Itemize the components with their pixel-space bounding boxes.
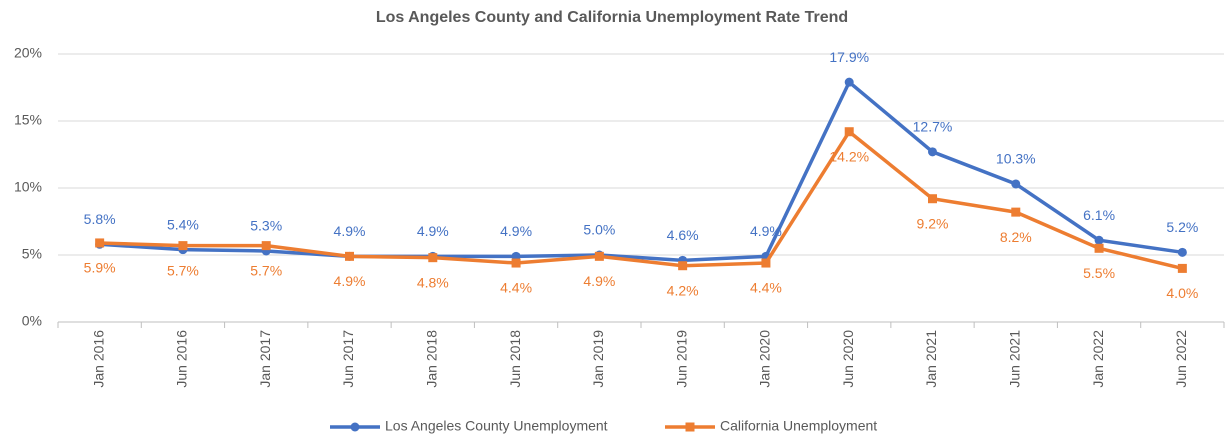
- data-label: 5.8%: [84, 211, 116, 227]
- data-label: 4.9%: [750, 223, 782, 239]
- x-tick-label: Jun 2016: [174, 330, 190, 388]
- data-label: 5.3%: [250, 218, 282, 234]
- x-tick-label: Jun 2017: [340, 330, 356, 388]
- y-tick-label: 10%: [14, 179, 42, 195]
- data-label: 4.9%: [500, 223, 532, 239]
- data-label: 8.2%: [1000, 229, 1032, 245]
- data-label: 4.8%: [417, 274, 449, 290]
- marker: [678, 261, 688, 271]
- x-tick-label: Jan 2021: [923, 330, 939, 388]
- y-tick-label: 0%: [22, 313, 42, 329]
- x-tick-label: Jun 2021: [1006, 330, 1022, 388]
- marker: [594, 251, 604, 261]
- data-label: 4.9%: [417, 223, 449, 239]
- data-label: 5.4%: [167, 216, 199, 232]
- marker: [1011, 179, 1021, 189]
- x-tick-label: Jan 2022: [1090, 330, 1106, 388]
- data-label: 5.0%: [583, 222, 615, 238]
- marker: [928, 147, 937, 157]
- x-tick-label: Jan 2017: [257, 330, 273, 388]
- marker: [1094, 243, 1104, 253]
- data-label: 4.4%: [750, 280, 782, 296]
- x-tick-label: Jan 2019: [590, 330, 606, 388]
- marker: [178, 241, 188, 251]
- chart-title: Los Angeles County and California Unempl…: [376, 9, 848, 26]
- y-tick-label: 15%: [14, 112, 42, 128]
- marker: [761, 258, 771, 268]
- marker: [1177, 263, 1187, 273]
- data-label: 4.2%: [667, 282, 699, 298]
- x-tick-label: Jun 2020: [840, 330, 856, 388]
- marker: [1177, 247, 1187, 257]
- data-label: 4.9%: [334, 273, 366, 289]
- data-label: 4.0%: [1166, 285, 1198, 301]
- y-tick-label: 5%: [22, 246, 42, 262]
- marker: [261, 241, 271, 251]
- y-tick-label: 20%: [14, 45, 42, 61]
- data-label: 10.3%: [996, 151, 1036, 167]
- data-label: 4.9%: [583, 273, 615, 289]
- marker: [345, 251, 354, 261]
- marker: [511, 258, 521, 268]
- series-line: [99, 129, 1183, 271]
- data-label: 12.7%: [913, 119, 953, 135]
- data-label: 14.2%: [829, 148, 869, 164]
- data-label: 5.2%: [1166, 219, 1198, 235]
- x-tick-label: Jan 2020: [757, 330, 773, 388]
- marker: [844, 77, 854, 87]
- x-tick-label: Jun 2018: [507, 330, 523, 388]
- marker: [95, 238, 105, 248]
- data-label: 5.7%: [250, 262, 282, 278]
- data-label: 5.9%: [84, 260, 116, 276]
- data-label: 5.7%: [167, 262, 199, 278]
- legend-marker: [685, 422, 695, 432]
- series-line: [99, 79, 1183, 263]
- data-label: 9.2%: [917, 215, 949, 231]
- data-label: 17.9%: [829, 49, 869, 65]
- data-label: 5.5%: [1083, 265, 1115, 281]
- legend-label: Los Angeles County Unemployment: [385, 418, 608, 434]
- marker: [1094, 235, 1104, 245]
- marker: [844, 127, 854, 137]
- data-label: 4.6%: [667, 227, 699, 243]
- legend-label: California Unemployment: [720, 418, 877, 434]
- data-label: 4.9%: [334, 223, 366, 239]
- data-label: 6.1%: [1083, 207, 1115, 223]
- legend-marker: [350, 422, 360, 432]
- x-tick-label: Jun 2022: [1173, 330, 1189, 388]
- marker: [928, 194, 937, 204]
- marker: [1011, 207, 1021, 217]
- x-tick-label: Jan 2018: [423, 330, 439, 388]
- data-label: 4.4%: [500, 280, 532, 296]
- marker: [428, 253, 438, 263]
- x-tick-label: Jan 2016: [90, 330, 106, 388]
- x-tick-label: Jun 2019: [673, 330, 689, 388]
